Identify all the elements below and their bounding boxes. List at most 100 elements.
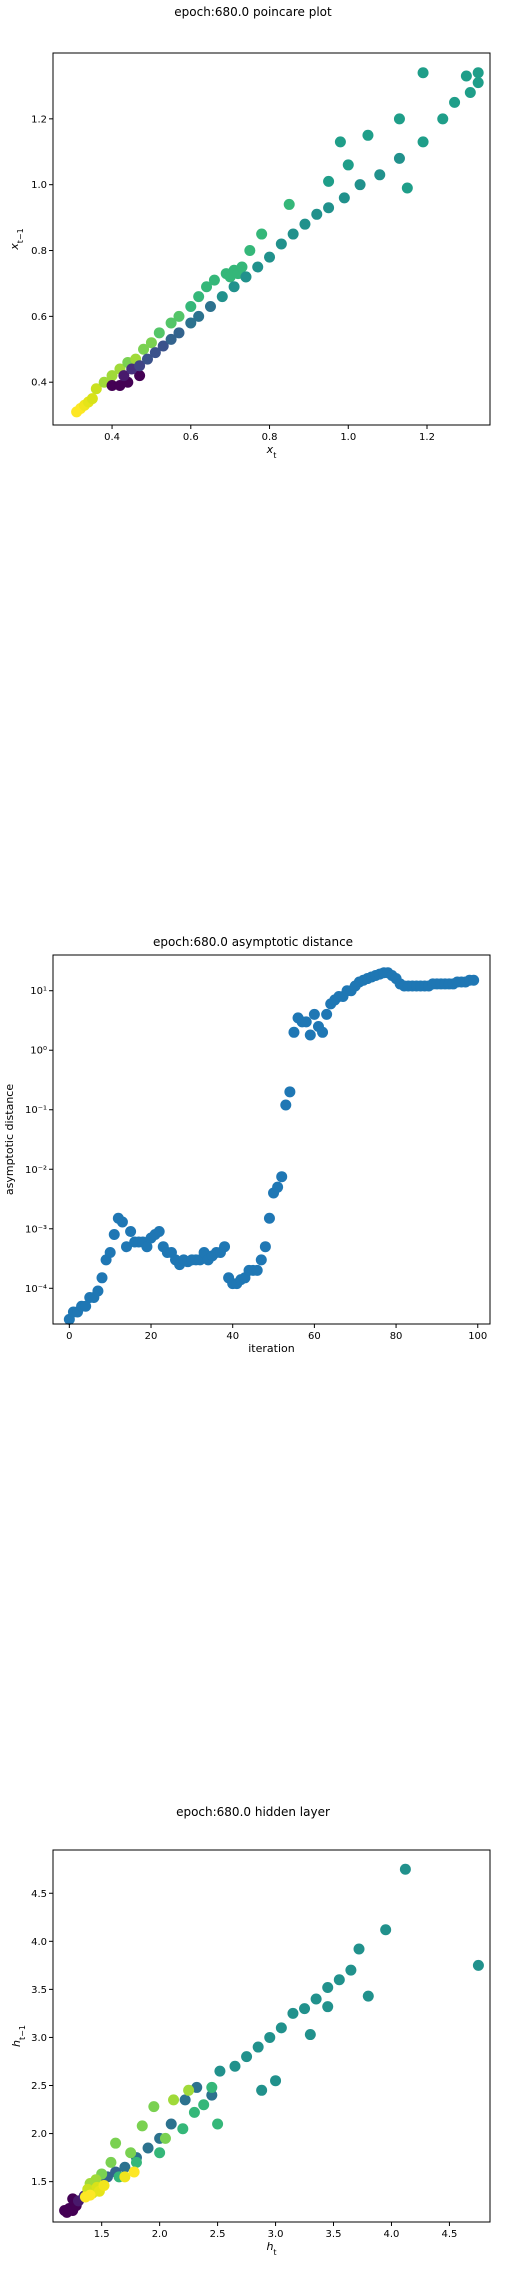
x-tick-label: 0.8	[262, 432, 278, 443]
hidden-figure: epoch:680.0 hidden layer 1.5 2.0 2.5 3.0 3.5…	[0, 1798, 506, 2269]
data-point	[214, 2065, 226, 2077]
y-tick-label: 10⁻²	[25, 1165, 47, 1176]
x-tick-label: 0.4	[104, 432, 120, 443]
x-tick-label: 1.2	[419, 432, 435, 443]
data-point	[334, 136, 346, 148]
y-tick-label: 2.0	[31, 2129, 47, 2140]
data-point	[374, 169, 386, 181]
x-tick-label: 2.5	[210, 2229, 226, 2240]
data-point	[159, 2132, 171, 2144]
data-point	[322, 2001, 334, 2013]
data-point	[259, 1241, 271, 1253]
data-point	[299, 2003, 311, 2015]
data-point	[417, 67, 429, 79]
data-point	[79, 2191, 91, 2203]
axes-frame	[52, 1849, 491, 2223]
data-point	[193, 291, 205, 303]
data-point	[183, 2084, 195, 2096]
data-point	[136, 2120, 148, 2132]
data-point	[98, 2179, 110, 2191]
y-tick-label: 10⁻⁴	[25, 1284, 47, 1295]
data-point	[90, 383, 102, 395]
data-point	[283, 198, 295, 210]
data-point	[362, 129, 374, 141]
data-point	[468, 974, 480, 986]
data-point	[193, 310, 205, 322]
data-point	[119, 2161, 131, 2173]
data-point	[105, 2156, 117, 2168]
x-tick-label: 0.6	[183, 432, 199, 443]
poincare-chart: 0.4 0.6 0.8 1.0 1.2 0.4 0.6 0.8 1.0 1.2 xt xt−1	[8, 52, 491, 460]
y-tick-label: 1.0	[31, 180, 47, 191]
data-point	[300, 1016, 312, 1028]
y-tick-label: 10⁰	[30, 1046, 47, 1057]
data-point	[134, 370, 146, 382]
data-point	[116, 1216, 128, 1228]
data-point	[204, 300, 216, 312]
x-tick-label: 60	[308, 1331, 321, 1342]
data-point	[276, 1171, 288, 1183]
data-point	[104, 1246, 116, 1258]
y-tick-label: 0.8	[31, 246, 47, 257]
y-tick-label: 4.0	[31, 1937, 47, 1948]
data-point	[86, 393, 98, 405]
data-point	[168, 2094, 180, 2106]
x-tick-label: 0	[66, 1331, 72, 1342]
data-point	[216, 291, 228, 303]
data-point	[311, 208, 323, 220]
y-tick-label: 0.4	[31, 378, 47, 389]
data-point	[275, 2022, 287, 2034]
data-point	[198, 2099, 210, 2111]
asymptotic-title: epoch:680.0 asymptotic distance	[152, 935, 354, 949]
y-tick-label: 10⁻³	[25, 1224, 47, 1235]
data-point	[173, 310, 185, 322]
data-point	[80, 1300, 92, 1312]
data-point	[165, 333, 177, 345]
data-point	[119, 2171, 131, 2183]
data-point	[263, 1212, 275, 1224]
data-point	[157, 340, 169, 352]
x-tick-label: 3.0	[268, 2229, 284, 2240]
data-point	[323, 175, 335, 187]
asymptotic-chart: 0 20 40 60 80 100 10⁻⁴ 10⁻³ 10⁻² 10⁻¹ 10⁰ 10¹ iterat…	[3, 954, 491, 1355]
data-point	[96, 1272, 108, 1284]
data-point	[321, 1008, 333, 1020]
x-tick-label: 1.5	[94, 2229, 110, 2240]
data-point	[288, 1026, 300, 1038]
data-point	[219, 1241, 231, 1253]
data-point	[270, 2075, 282, 2087]
data-point	[393, 152, 405, 164]
data-point	[380, 1924, 392, 1936]
data-point	[333, 1974, 345, 1986]
data-point	[304, 1029, 316, 1041]
data-point	[256, 228, 268, 240]
y-axis-label: ht−1	[10, 2025, 27, 2047]
data-point	[472, 1959, 484, 1971]
data-point	[241, 2051, 253, 2063]
data-point	[153, 1225, 165, 1237]
y-tick-label: 3.0	[31, 2033, 47, 2044]
y-tick-label: 0.6	[31, 312, 47, 323]
data-point	[141, 1241, 153, 1253]
y-tick-label: 4.5	[31, 1889, 47, 1900]
data-point	[229, 2060, 241, 2072]
data-point	[287, 2007, 299, 2019]
data-point	[272, 1181, 284, 1193]
data-point	[188, 2106, 200, 2118]
data-point	[173, 327, 185, 339]
data-point	[323, 202, 335, 214]
data-point	[255, 1254, 267, 1266]
data-point	[275, 238, 287, 250]
data-point	[142, 2142, 154, 2154]
data-point	[449, 96, 461, 108]
poincare-title: epoch:680.0 poincare plot	[174, 5, 332, 19]
data-point	[106, 370, 118, 382]
y-axis-label: xt−1	[8, 228, 25, 250]
x-tick-label: 20	[145, 1331, 158, 1342]
data-point	[128, 2166, 140, 2178]
data-point	[310, 1993, 322, 2005]
data-point	[154, 2147, 166, 2159]
data-point	[185, 317, 197, 329]
data-point	[153, 327, 165, 339]
data-point	[92, 1285, 104, 1297]
